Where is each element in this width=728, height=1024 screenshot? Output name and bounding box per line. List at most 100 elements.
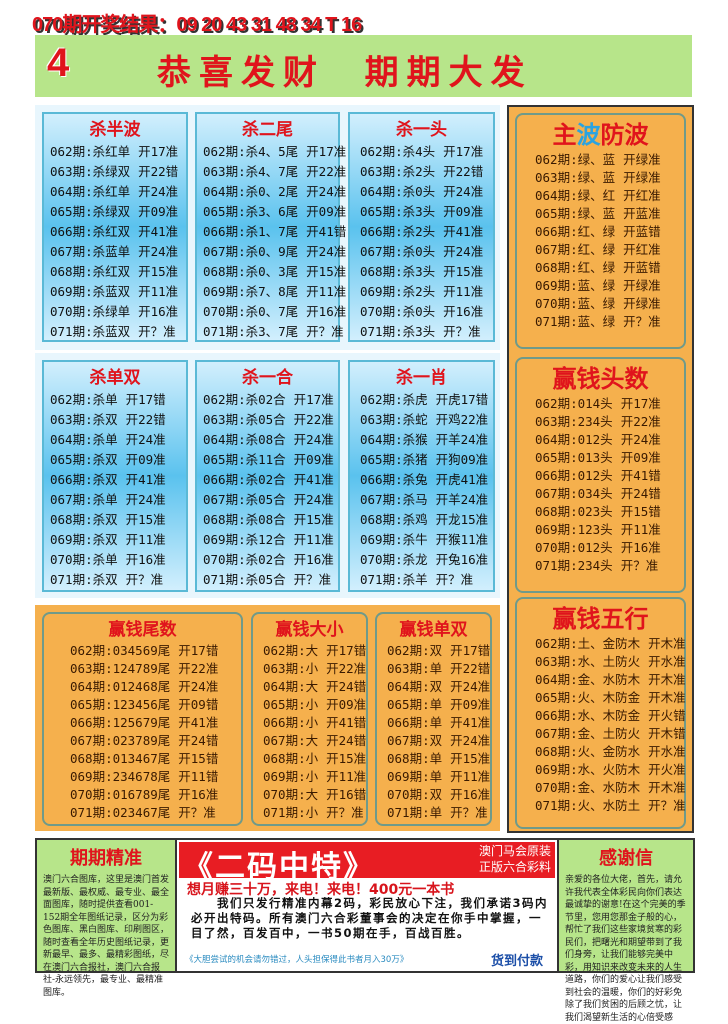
panel-title: 杀一肖 bbox=[396, 368, 447, 388]
list-item: 071期:杀蓝双 开？准 bbox=[44, 322, 186, 342]
issue-number: 069期: bbox=[387, 769, 430, 784]
result: 开红准 bbox=[623, 242, 661, 257]
ad-side-1: 澳门马会原装 bbox=[478, 844, 551, 858]
prediction: 023467尾 bbox=[112, 805, 171, 820]
prediction: 杀2头 bbox=[402, 284, 436, 299]
prediction: 杀11合 bbox=[245, 452, 286, 467]
list-item: 068期:杀08合 开15准 bbox=[197, 510, 338, 530]
list-item: 067期:红、绿 开红准 bbox=[529, 241, 684, 259]
result: 开41准 bbox=[450, 715, 491, 730]
prediction: 杀红单 bbox=[92, 184, 131, 199]
issue-number: 063期: bbox=[387, 661, 430, 676]
prediction: 杀0、7尾 bbox=[245, 304, 299, 319]
list-item: 067期:023789尾 开24错 bbox=[64, 732, 241, 750]
list-item: 066期:012头 开41错 bbox=[529, 467, 684, 485]
panel-rows: 062期:大 开17错 063期:小 开22准 064期:大 开24错 065期:小 开09准… bbox=[253, 642, 366, 822]
result: 开兔16准 bbox=[435, 552, 489, 567]
panel-rows: 062期:杀4、5尾 开17准 063期:杀4、7尾 开22准 064期:杀0、2尾 开2… bbox=[197, 142, 346, 342]
issue-number: 068期: bbox=[203, 264, 246, 279]
result: 开？准 bbox=[435, 572, 474, 587]
issue-number: 068期: bbox=[360, 264, 403, 279]
issue-number: 070期: bbox=[387, 787, 430, 802]
prediction: 234678尾 bbox=[112, 769, 171, 784]
prediction: 水、火防木 bbox=[577, 762, 641, 777]
list-item: 064期:双 开24准 bbox=[381, 678, 490, 696]
prediction: 杀龙 bbox=[402, 552, 428, 567]
list-item: 065期:小 开09准 bbox=[257, 696, 366, 714]
issue-number: 067期: bbox=[50, 492, 93, 507]
result: 开木准 bbox=[648, 690, 686, 705]
result: 开木错 bbox=[648, 726, 686, 741]
panel-title: 杀单双 bbox=[89, 368, 141, 388]
result: 开41错 bbox=[620, 468, 661, 483]
result: 开11准 bbox=[125, 532, 166, 547]
list-item: 070期:大 开16错 bbox=[257, 786, 366, 804]
issue-number: 069期: bbox=[70, 769, 113, 784]
issue-number: 066期: bbox=[203, 224, 246, 239]
result: 开24准 bbox=[306, 184, 347, 199]
result: 开11准 bbox=[620, 522, 661, 537]
list-item: 064期:012468尾 开24准 bbox=[64, 678, 241, 696]
prediction: 绿、蓝 bbox=[577, 206, 616, 221]
prediction: 杀红双 bbox=[92, 264, 131, 279]
issue-number: 064期: bbox=[203, 184, 246, 199]
banner: 4 恭喜发财 期期大发 bbox=[35, 35, 692, 97]
issue-number: 071期: bbox=[203, 324, 246, 339]
list-item: 063期:杀2头 开22错 bbox=[354, 162, 493, 182]
prediction: 杀单 bbox=[92, 432, 118, 447]
result: 开16准 bbox=[620, 540, 661, 555]
list-item: 071期:单 开？准 bbox=[381, 804, 490, 822]
banner-slogan: 恭喜发财 期期大发 bbox=[157, 53, 533, 93]
prediction: 杀蓝单 bbox=[92, 244, 131, 259]
issue-number: 070期: bbox=[263, 787, 306, 802]
panel-杀一合: 杀一合 062期:杀02合 开17准 063期:杀05合 开22准 064期:杀08合 开2… bbox=[195, 360, 340, 592]
panel-赢钱尾数: 赢钱尾数 062期:034569尾 开17错 063期:124789尾 开22准 064期… bbox=[42, 612, 243, 826]
prediction: 金、水防木 bbox=[577, 780, 641, 795]
issue-number: 066期: bbox=[360, 224, 403, 239]
prediction: 杀双 bbox=[92, 572, 118, 587]
list-item: 069期:杀蓝双 开11准 bbox=[44, 282, 186, 302]
issue-number: 063期: bbox=[203, 412, 246, 427]
result: 开？准 bbox=[326, 805, 364, 820]
list-item: 071期:杀羊 开？准 bbox=[354, 570, 493, 590]
prediction: 小 bbox=[305, 715, 319, 730]
result: 开？准 bbox=[178, 805, 216, 820]
list-item: 071期:杀05合 开？准 bbox=[197, 570, 338, 590]
result: 开15准 bbox=[443, 264, 484, 279]
result: 开09准 bbox=[125, 452, 166, 467]
result: 开11错 bbox=[178, 769, 219, 784]
issue-number: 062期: bbox=[50, 392, 93, 407]
panel-赢钱大小: 赢钱大小 062期:大 开17错 063期:小 开22准 064期:大 开24错 065期:小… bbox=[251, 612, 368, 826]
thank-you-box: 感谢信 亲爱的各位大佬，首先，请允许我代表全体彩民向你们表达最诚挚的谢意!在这个… bbox=[557, 840, 693, 1023]
list-item: 069期:123头 开11准 bbox=[529, 521, 684, 539]
prediction: 杀双 bbox=[92, 452, 118, 467]
list-item: 070期:杀单 开16准 bbox=[44, 550, 186, 570]
accuracy-title: 期期精准 bbox=[70, 848, 142, 869]
prediction: 水、木防金 bbox=[577, 708, 641, 723]
issue-number: 068期: bbox=[360, 512, 403, 527]
result: 开木准 bbox=[648, 672, 686, 687]
issue-number: 069期: bbox=[203, 284, 246, 299]
prediction: 013头 bbox=[577, 450, 613, 465]
result: 开绿准 bbox=[623, 278, 661, 293]
issue-number: 065期: bbox=[535, 206, 578, 221]
prediction: 杀单 bbox=[92, 552, 118, 567]
result: 开虎41准 bbox=[435, 472, 489, 487]
result: 开24准 bbox=[306, 244, 347, 259]
result: 开16错 bbox=[326, 787, 367, 802]
prediction: 蓝、绿 bbox=[577, 296, 616, 311]
list-item: 065期:123456尾 开09错 bbox=[64, 696, 241, 714]
prediction: 杀绿单 bbox=[92, 304, 131, 319]
prediction: 杀3头 bbox=[402, 264, 436, 279]
issue-number: 070期: bbox=[360, 304, 403, 319]
result: 开水准 bbox=[648, 654, 686, 669]
list-item: 066期:杀红双 开41准 bbox=[44, 222, 186, 242]
list-item: 068期:小 开15准 bbox=[257, 750, 366, 768]
result: 开41准 bbox=[125, 472, 166, 487]
prediction: 杀7、8尾 bbox=[245, 284, 299, 299]
list-item: 063期:杀双 开22错 bbox=[44, 410, 186, 430]
issue-number: 067期: bbox=[203, 244, 246, 259]
result: 开龙15准 bbox=[435, 512, 489, 527]
prediction: 123456尾 bbox=[112, 697, 171, 712]
list-item: 070期:杀绿单 开16准 bbox=[44, 302, 186, 322]
